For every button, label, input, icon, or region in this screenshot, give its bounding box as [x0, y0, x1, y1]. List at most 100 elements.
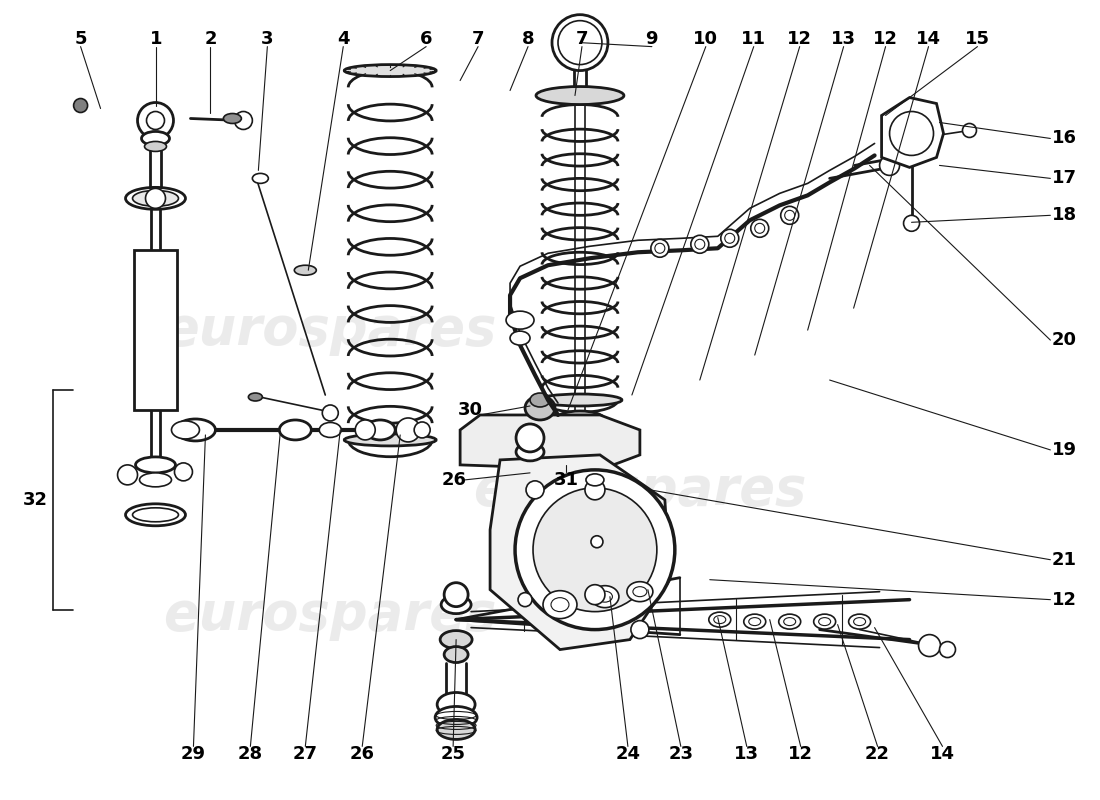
Ellipse shape — [437, 693, 475, 717]
Circle shape — [631, 621, 649, 638]
Ellipse shape — [440, 630, 472, 649]
Text: 14: 14 — [916, 30, 940, 48]
Ellipse shape — [557, 461, 583, 479]
Text: 2: 2 — [205, 30, 217, 48]
Ellipse shape — [176, 419, 216, 441]
Ellipse shape — [854, 618, 866, 626]
Circle shape — [962, 123, 977, 138]
Ellipse shape — [848, 614, 870, 629]
Text: 32: 32 — [23, 491, 48, 509]
Text: 12: 12 — [789, 746, 813, 763]
Circle shape — [355, 420, 375, 440]
Polygon shape — [881, 98, 944, 167]
Circle shape — [903, 146, 923, 166]
Circle shape — [138, 102, 174, 138]
Circle shape — [516, 424, 544, 452]
Ellipse shape — [444, 646, 469, 662]
Text: 13: 13 — [735, 746, 759, 763]
Text: 25: 25 — [441, 746, 465, 763]
Circle shape — [918, 634, 940, 657]
Text: 12: 12 — [873, 30, 898, 48]
Circle shape — [880, 155, 900, 175]
Ellipse shape — [597, 591, 613, 602]
Text: 30: 30 — [458, 401, 483, 419]
Circle shape — [781, 206, 799, 224]
Text: 3: 3 — [261, 30, 274, 48]
Text: 26: 26 — [350, 746, 375, 763]
Ellipse shape — [140, 473, 172, 487]
Text: 27: 27 — [293, 746, 318, 763]
Ellipse shape — [132, 190, 178, 206]
Ellipse shape — [556, 411, 605, 429]
Ellipse shape — [708, 612, 730, 627]
Ellipse shape — [783, 618, 795, 626]
Ellipse shape — [319, 422, 341, 438]
Text: 6: 6 — [420, 30, 432, 48]
Ellipse shape — [536, 86, 624, 105]
Circle shape — [921, 143, 935, 158]
Text: 16: 16 — [1052, 130, 1077, 147]
Circle shape — [396, 418, 420, 442]
Text: eurospares: eurospares — [473, 464, 806, 516]
Circle shape — [750, 219, 769, 238]
Circle shape — [444, 582, 469, 606]
Circle shape — [552, 14, 608, 70]
Ellipse shape — [279, 420, 311, 440]
Ellipse shape — [525, 396, 556, 420]
Ellipse shape — [172, 421, 199, 439]
Circle shape — [725, 234, 735, 243]
Ellipse shape — [125, 187, 186, 210]
Ellipse shape — [295, 266, 317, 275]
Circle shape — [518, 593, 532, 606]
Circle shape — [720, 230, 739, 247]
Ellipse shape — [531, 472, 549, 484]
Ellipse shape — [510, 331, 530, 345]
Text: 20: 20 — [1052, 331, 1077, 349]
Text: 13: 13 — [832, 30, 856, 48]
Text: eurospares: eurospares — [164, 589, 497, 641]
Circle shape — [903, 215, 920, 231]
Circle shape — [939, 642, 956, 658]
Ellipse shape — [543, 590, 578, 618]
Text: 1: 1 — [151, 30, 163, 48]
Ellipse shape — [252, 174, 268, 183]
Text: 17: 17 — [1052, 170, 1077, 187]
Ellipse shape — [749, 618, 761, 626]
Ellipse shape — [632, 586, 647, 597]
Ellipse shape — [132, 508, 178, 522]
Circle shape — [118, 465, 138, 485]
Circle shape — [558, 21, 602, 65]
Ellipse shape — [142, 131, 169, 146]
Ellipse shape — [586, 474, 604, 486]
Ellipse shape — [125, 504, 186, 526]
Ellipse shape — [144, 142, 166, 151]
Ellipse shape — [135, 457, 176, 473]
Circle shape — [890, 111, 934, 155]
Circle shape — [146, 111, 165, 130]
Circle shape — [651, 239, 669, 258]
Text: 15: 15 — [965, 30, 990, 48]
Circle shape — [74, 98, 88, 113]
Text: 29: 29 — [182, 746, 206, 763]
Ellipse shape — [779, 614, 801, 629]
Text: 5: 5 — [75, 30, 87, 48]
Text: 24: 24 — [615, 746, 640, 763]
Ellipse shape — [441, 596, 471, 614]
Ellipse shape — [365, 420, 395, 440]
Text: 10: 10 — [693, 30, 718, 48]
Polygon shape — [460, 415, 640, 470]
Ellipse shape — [436, 706, 477, 729]
Text: 23: 23 — [669, 746, 693, 763]
Text: 14: 14 — [930, 746, 955, 763]
Text: 7: 7 — [575, 30, 589, 48]
Text: 8: 8 — [521, 30, 535, 48]
Circle shape — [691, 235, 708, 254]
Ellipse shape — [714, 616, 726, 624]
Text: 21: 21 — [1052, 550, 1077, 569]
Circle shape — [145, 188, 165, 208]
Text: eurospares: eurospares — [164, 304, 497, 356]
Ellipse shape — [530, 393, 550, 407]
Text: 12: 12 — [788, 30, 812, 48]
Text: 4: 4 — [337, 30, 350, 48]
Circle shape — [695, 239, 705, 250]
